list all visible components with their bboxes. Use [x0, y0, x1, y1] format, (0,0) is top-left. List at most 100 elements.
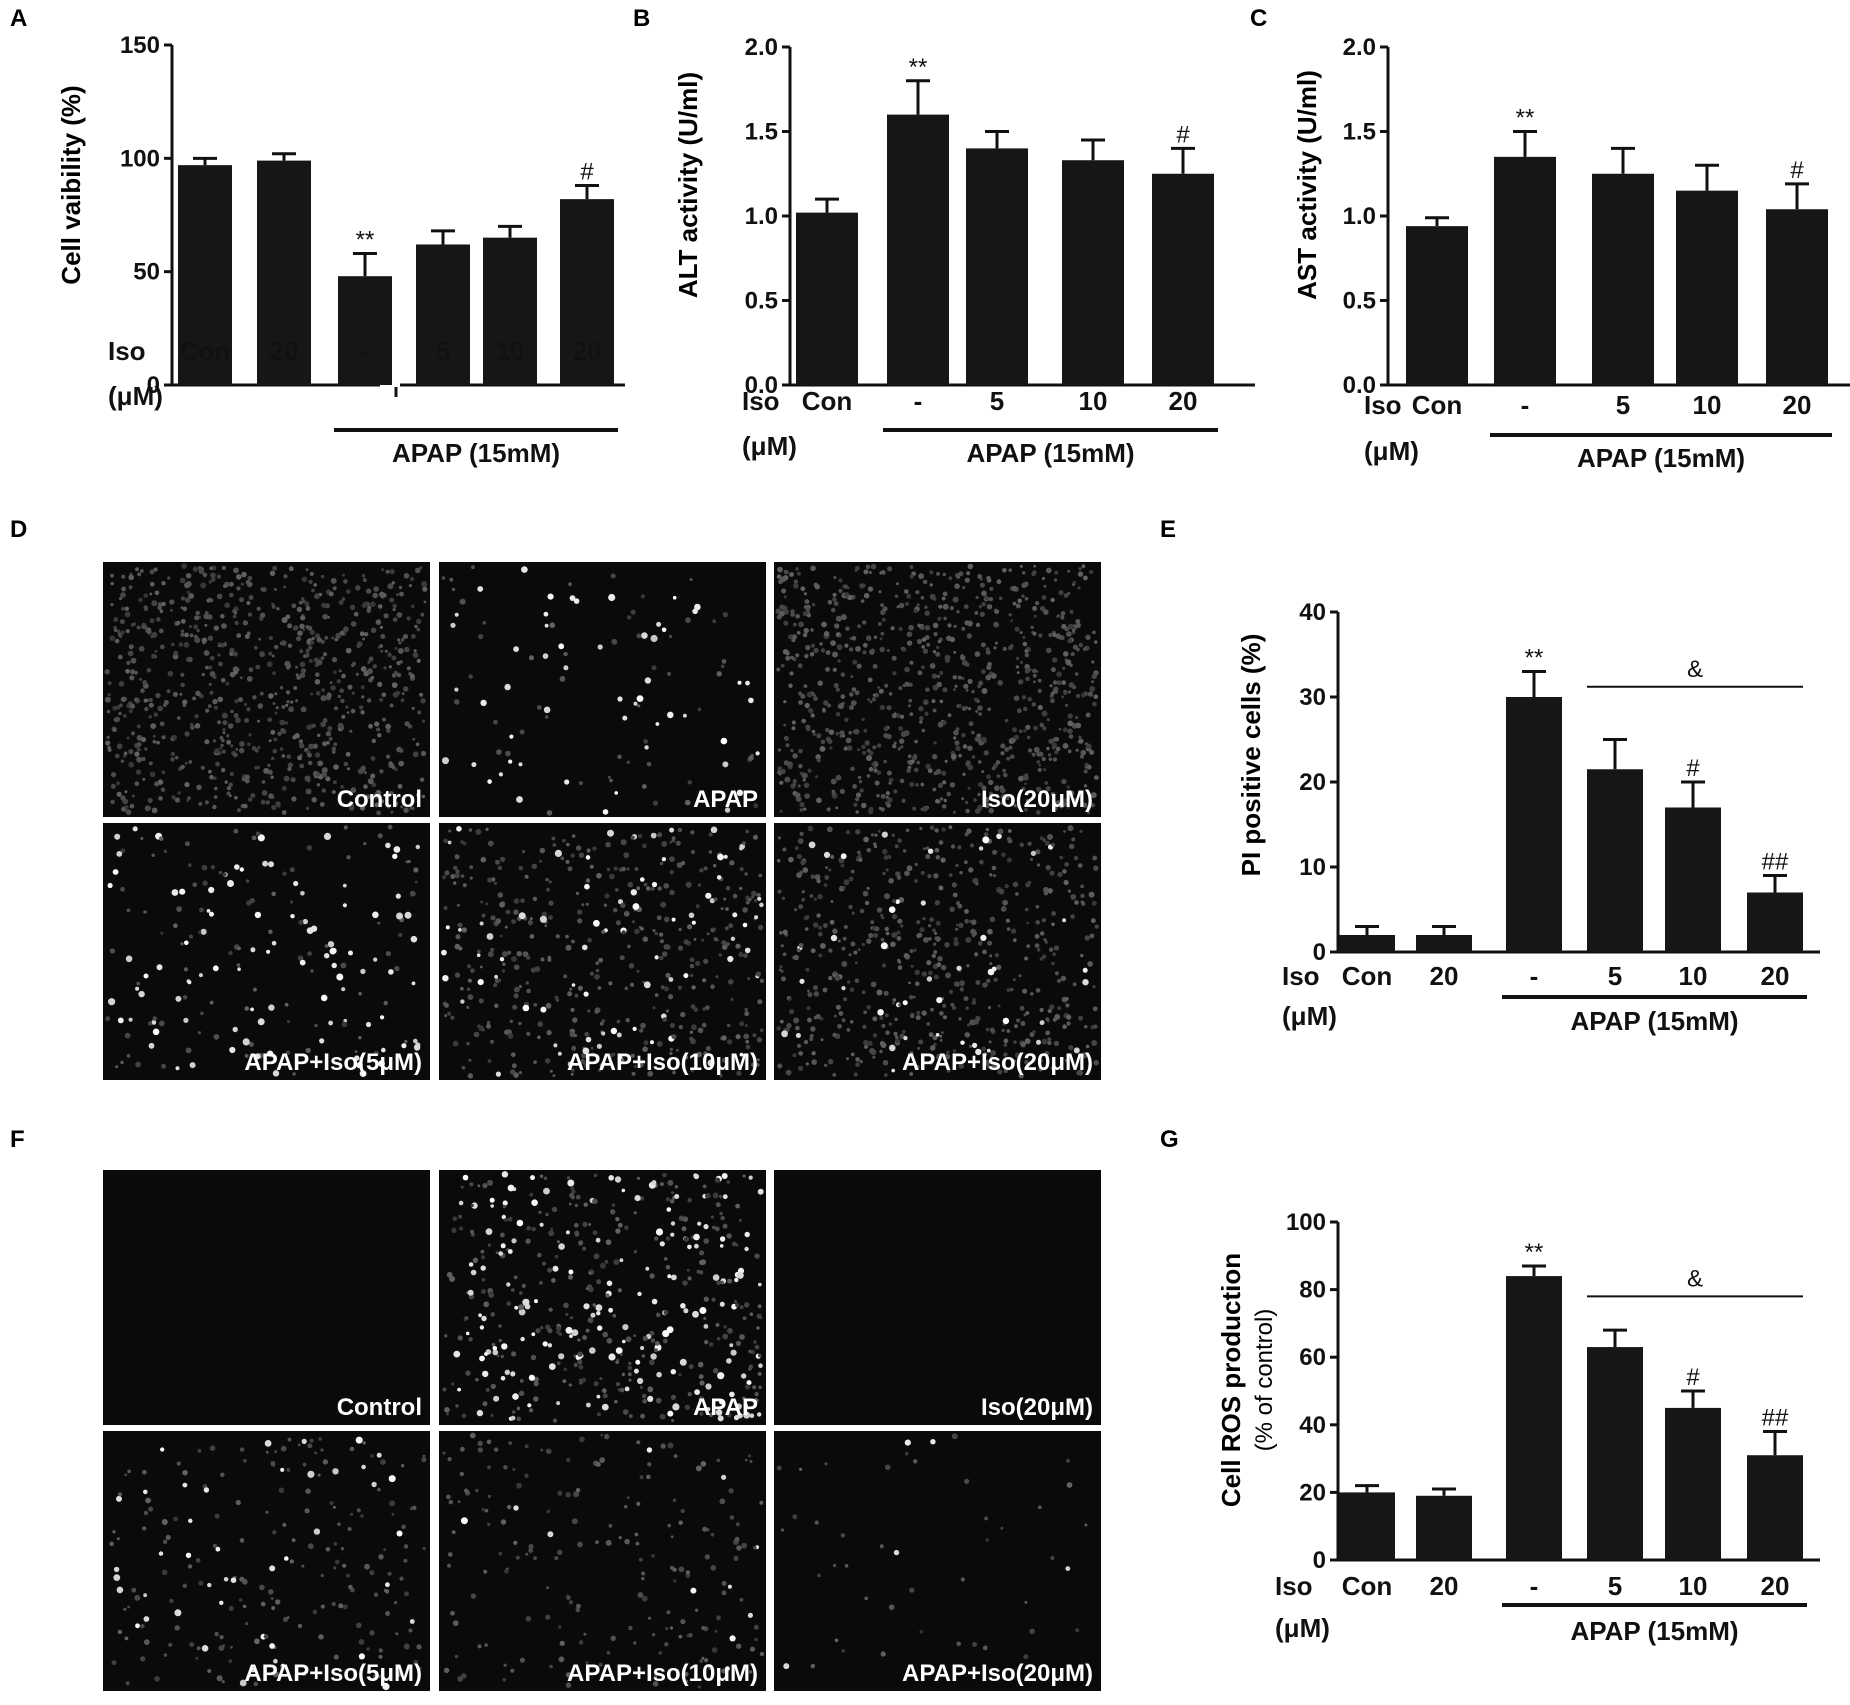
micrograph-d-cell — [665, 1009, 670, 1013]
micrograph-f-cell — [749, 1413, 755, 1418]
micrograph-f-cell — [201, 1645, 209, 1652]
micrograph-d-cell — [873, 635, 878, 639]
micrograph-d-cell — [687, 780, 692, 785]
micrograph-f-cell — [403, 1558, 408, 1563]
micrograph-d-cell — [171, 889, 179, 896]
micrograph-d-cell — [668, 994, 674, 1000]
micrograph-f-cell — [621, 1372, 626, 1376]
chart-g-y-tick-label: 100 — [1286, 1209, 1326, 1236]
micrograph-d-cell — [955, 927, 959, 931]
micrograph-d-cell — [788, 856, 794, 863]
micrograph-d-cell — [697, 883, 702, 887]
micrograph-d-cell — [902, 1029, 906, 1034]
chart-b-bar — [1152, 173, 1214, 385]
micrograph-d-cell — [308, 743, 314, 750]
micrograph-d-cell — [220, 678, 226, 683]
micrograph-d-cell — [578, 781, 583, 786]
micrograph-d-cell — [379, 697, 384, 702]
micrograph-d-cell — [929, 825, 935, 830]
micrograph-d-cell — [1043, 891, 1049, 896]
micrograph-d-cell — [319, 802, 325, 807]
micrograph-f-cell — [174, 1609, 182, 1617]
micrograph-d-cell — [991, 673, 997, 679]
micrograph-d-cell — [1069, 609, 1074, 614]
micrograph-d-cell — [777, 766, 783, 772]
micrograph-d-cell — [884, 1013, 889, 1018]
micrograph-d-cell — [192, 882, 197, 887]
micrograph-d-cell — [967, 1023, 971, 1027]
micrograph-d-cell — [171, 734, 177, 741]
micrograph-d-cell — [305, 653, 310, 658]
micrograph-f-cell — [744, 1458, 748, 1462]
micrograph-d-cell — [136, 735, 143, 741]
micrograph-d-cell — [392, 853, 398, 859]
micrograph-d-cell — [814, 584, 820, 590]
micrograph-d-cell — [507, 950, 512, 955]
micrograph-d-cell — [311, 588, 315, 593]
micrograph-d-cell — [1008, 745, 1013, 750]
micrograph-d-cell — [988, 807, 994, 814]
micrograph-d-cell — [989, 586, 994, 591]
micrograph-f-cell — [879, 1544, 884, 1549]
micrograph-d-cell — [735, 943, 741, 949]
micrograph-d-cell — [910, 759, 915, 764]
micrograph-f-cell — [470, 1593, 476, 1599]
micrograph-d-cell — [989, 1027, 995, 1033]
micrograph-f-cell — [635, 1541, 640, 1546]
micrograph-d-cell — [1024, 596, 1029, 601]
micrograph-d-cell — [246, 707, 251, 712]
micrograph-d-cell — [324, 944, 329, 948]
micrograph-f-cell — [556, 1326, 562, 1332]
micrograph-d-cell — [919, 826, 923, 831]
micrograph-d-cell — [271, 940, 277, 946]
micrograph-f-cell — [719, 1244, 724, 1248]
micrograph-d-cell — [689, 1030, 694, 1034]
micrograph-d-cell — [200, 765, 205, 770]
micrograph-d-cell — [1006, 857, 1012, 863]
micrograph-d-cell — [177, 791, 181, 795]
micrograph-d-cell — [837, 659, 841, 663]
micrograph-f-cell — [124, 1636, 129, 1641]
micrograph-d-cell — [392, 608, 396, 612]
micrograph-f-cell — [471, 1232, 475, 1237]
micrograph-d-cell — [755, 751, 760, 756]
micrograph-d-cell — [128, 586, 132, 590]
micrograph-d-cell — [643, 882, 648, 887]
micrograph-d-cell — [651, 665, 657, 671]
micrograph-f-cell — [642, 1393, 647, 1399]
micrograph-f-cell — [409, 1619, 415, 1624]
micrograph-d-cell — [524, 874, 529, 879]
micrograph-d-cell — [805, 915, 810, 920]
micrograph-d-cell — [257, 719, 260, 723]
micrograph-d-cell — [1058, 590, 1064, 596]
micrograph-d-cell — [218, 661, 223, 667]
micrograph-f-cell — [468, 1262, 474, 1267]
micrograph-d-cell — [885, 868, 889, 872]
micrograph-d-cell — [222, 731, 226, 735]
micrograph-f-cell — [145, 1497, 152, 1504]
micrograph-d-cell — [373, 586, 379, 592]
micrograph-d-cell — [777, 836, 782, 840]
micrograph-d-cell — [922, 648, 929, 654]
micrograph-d-cell — [849, 647, 854, 652]
micrograph-d-cell — [345, 751, 351, 757]
micrograph-f-cell — [548, 1230, 555, 1237]
micrograph-d-cell — [965, 688, 969, 692]
micrograph-d-cell — [466, 1041, 470, 1046]
micrograph-f-cell — [513, 1275, 518, 1280]
micrograph-d-cell — [234, 620, 239, 626]
micrograph-d-cell — [509, 1019, 514, 1023]
micrograph-d-cell — [1044, 840, 1050, 846]
micrograph-d-cell — [138, 597, 143, 603]
micrograph-d-cell — [511, 956, 517, 962]
micrograph-d-cell — [116, 705, 121, 710]
micrograph-f-cell — [683, 1308, 689, 1314]
micrograph-d-cell — [598, 1069, 601, 1073]
micrograph-d-cell — [712, 619, 717, 624]
micrograph-d-cell — [866, 938, 872, 944]
micrograph-d-cell — [1051, 961, 1055, 966]
micrograph-d-cell — [333, 764, 339, 770]
micrograph-d-cell — [444, 1003, 449, 1008]
micrograph-d-cell — [255, 831, 261, 837]
micrograph-d-cell — [108, 998, 116, 1006]
